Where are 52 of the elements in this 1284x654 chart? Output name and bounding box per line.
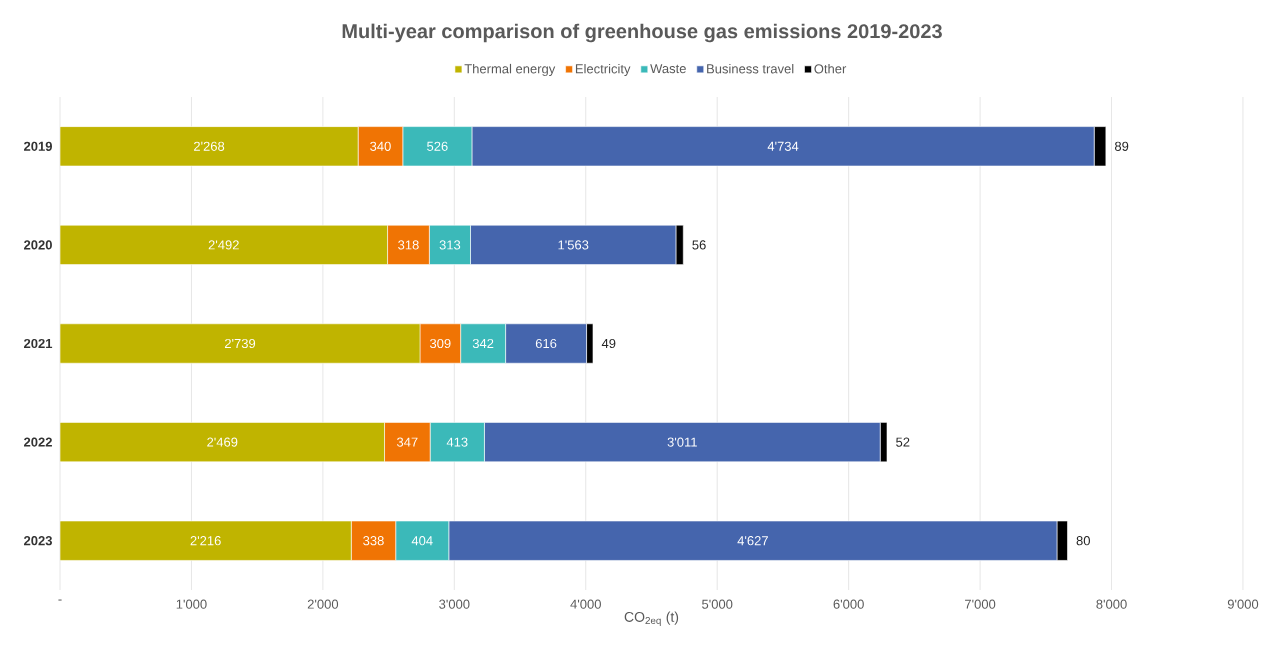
bar <box>60 422 385 463</box>
data-label: 313 <box>439 240 461 250</box>
data-label: 3'011 <box>667 437 697 447</box>
data-label: 2'469 <box>207 437 238 447</box>
data-label: 2'492 <box>208 240 239 250</box>
data-label: 2'216 <box>190 536 221 546</box>
legend-label: Electricity <box>575 63 631 76</box>
data-label: 404 <box>411 536 433 546</box>
y-tick-label: 2023 <box>24 536 52 546</box>
bar <box>60 224 388 265</box>
x-tick-label: 1'000 <box>176 599 207 609</box>
data-label: 526 <box>427 141 448 151</box>
data-label: 338 <box>363 536 384 546</box>
y-tick-label: 2021 <box>24 338 53 349</box>
x-tick-label: 7'000 <box>965 599 996 609</box>
data-label: 4'734 <box>767 141 799 151</box>
y-tick-label: 2020 <box>24 240 52 250</box>
x-tick-label: 2'000 <box>307 599 339 609</box>
data-label: 1'563 <box>558 240 589 250</box>
x-tick-label: 9'000 <box>1227 599 1259 609</box>
data-label: 49 <box>601 338 616 349</box>
data-label: 80 <box>1076 536 1090 546</box>
data-label: 318 <box>398 240 419 250</box>
data-label: 2'739 <box>224 338 256 349</box>
data-label: 616 <box>535 338 557 349</box>
legend-label: Thermal energy <box>464 63 556 76</box>
y-tick-label: 2022 <box>24 437 52 447</box>
bar <box>60 126 359 167</box>
data-label: 340 <box>370 141 391 151</box>
x-tick-label: 3'000 <box>439 599 470 609</box>
data-label: 309 <box>429 338 451 349</box>
data-label: 89 <box>1114 141 1129 151</box>
legend-label: Other <box>814 63 847 74</box>
data-label: 56 <box>692 240 706 250</box>
x-tick-label: 6'000 <box>833 599 864 609</box>
data-label: 413 <box>446 437 468 447</box>
x-tick-label: 4'000 <box>570 599 601 609</box>
y-tick-label: 2019 <box>24 141 52 151</box>
x-axis-title: CO$_{2eq}$ (t) <box>624 611 679 626</box>
x-tick-label: - <box>58 599 62 601</box>
data-label: 347 <box>396 437 418 447</box>
data-label: 342 <box>472 338 494 349</box>
data-label: 52 <box>896 437 910 447</box>
legend-label: Business travel <box>707 63 794 74</box>
bar <box>60 520 352 561</box>
bar <box>60 323 421 364</box>
x-tick-label: 5'000 <box>702 599 733 609</box>
x-tick-label: 8'000 <box>1096 599 1127 609</box>
chart-title: Multi-year comparison of greenhouse gas emissions 2019-2023 <box>342 23 942 43</box>
legend-label: Waste <box>650 64 686 74</box>
data-label: 2'268 <box>194 141 225 151</box>
data-label: 4'627 <box>737 536 768 546</box>
